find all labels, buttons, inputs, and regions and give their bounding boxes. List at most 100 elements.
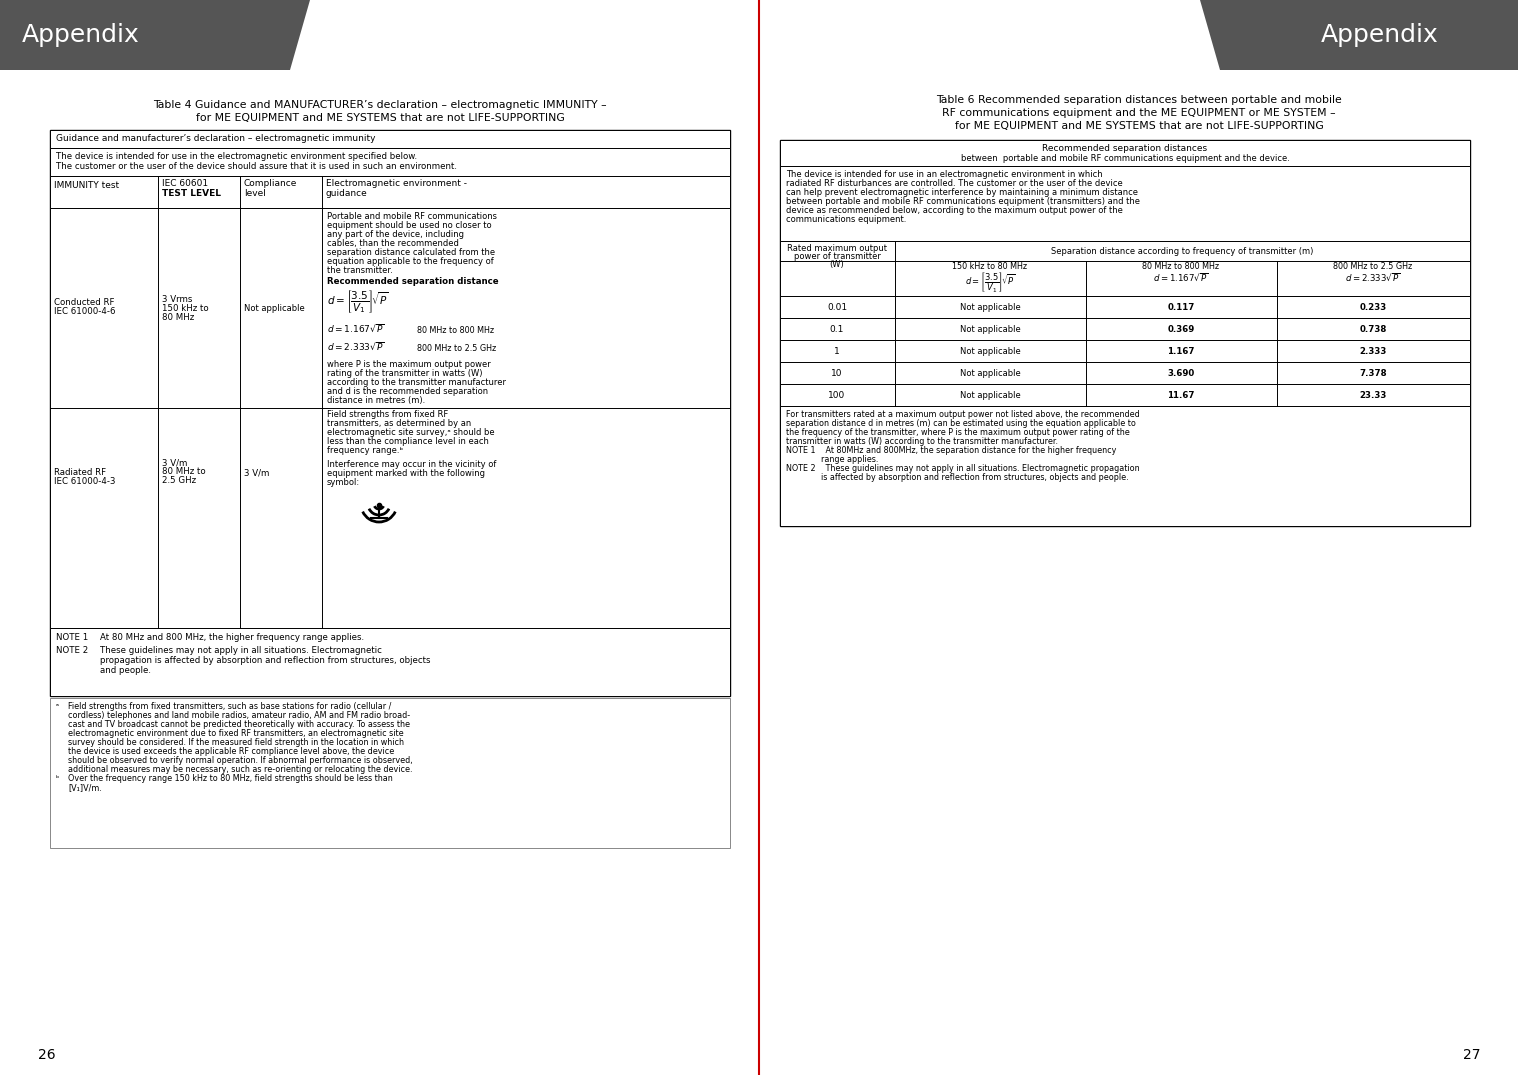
Text: Field strengths from fixed transmitters, such as base stations for radio (cellul: Field strengths from fixed transmitters,… [68, 702, 392, 711]
Text: Not applicable: Not applicable [959, 302, 1020, 312]
Text: Guidance and manufacturer’s declaration – electromagnetic immunity: Guidance and manufacturer’s declaration … [56, 134, 375, 143]
Polygon shape [1201, 0, 1518, 70]
Text: range applies.: range applies. [786, 455, 879, 464]
Text: equipment marked with the following: equipment marked with the following [326, 469, 484, 478]
Text: NOTE 2    These guidelines may not apply in all situations. Electromagnetic prop: NOTE 2 These guidelines may not apply in… [786, 464, 1140, 473]
Text: Over the frequency range 150 kHz to 80 MHz, field strengths should be less than: Over the frequency range 150 kHz to 80 M… [68, 774, 393, 783]
Text: less than the compliance level in each: less than the compliance level in each [326, 438, 489, 446]
Text: Separation distance according to frequency of transmitter (m): Separation distance according to frequen… [1050, 247, 1313, 256]
Bar [50, 207, 730, 628]
Text: $d = 1.167\sqrt{P}$: $d = 1.167\sqrt{P}$ [326, 322, 386, 333]
Text: according to the transmitter manufacturer: according to the transmitter manufacture… [326, 378, 505, 387]
Bar [50, 148, 730, 176]
Bar [780, 406, 1469, 526]
Text: ᵃ: ᵃ [56, 702, 59, 711]
Text: 1.167: 1.167 [1167, 346, 1195, 356]
Text: 80 MHz to 800 MHz: 80 MHz to 800 MHz [1143, 262, 1219, 271]
Bar [50, 698, 730, 848]
Text: IMMUNITY test: IMMUNITY test [55, 181, 118, 190]
Text: Radiated RF: Radiated RF [55, 468, 106, 477]
Text: between portable and mobile RF communications equipment (transmitters) and the: between portable and mobile RF communica… [786, 197, 1140, 206]
Text: should be observed to verify normal operation. If abnormal performance is observ: should be observed to verify normal oper… [68, 756, 413, 765]
Text: 3 Vrms: 3 Vrms [162, 295, 193, 304]
Text: NOTE 1: NOTE 1 [56, 633, 88, 642]
Text: communications equipment.: communications equipment. [786, 215, 906, 224]
Text: Recommended separation distance: Recommended separation distance [326, 277, 498, 286]
Polygon shape [0, 0, 310, 70]
Text: For transmitters rated at a maximum output power not listed above, the recommend: For transmitters rated at a maximum outp… [786, 410, 1140, 419]
Text: Appendix: Appendix [21, 23, 140, 47]
Text: Not applicable: Not applicable [959, 346, 1020, 356]
Text: the device is used exceeds the applicable RF compliance level above, the device: the device is used exceeds the applicabl… [68, 747, 395, 756]
Bar [780, 140, 1469, 526]
Text: These guidelines may not apply in all situations. Electromagnetic: These guidelines may not apply in all si… [100, 646, 383, 655]
Text: 23.33: 23.33 [1359, 390, 1386, 400]
Text: 80 MHz to 800 MHz: 80 MHz to 800 MHz [417, 326, 495, 335]
Text: propagation is affected by absorption and reflection from structures, objects: propagation is affected by absorption an… [100, 656, 431, 665]
Text: 0.738: 0.738 [1359, 325, 1386, 333]
Text: Table 6 Recommended separation distances between portable and mobile: Table 6 Recommended separation distances… [937, 95, 1342, 105]
Text: equipment should be used no closer to: equipment should be used no closer to [326, 221, 492, 230]
Text: $d = 1.167\sqrt{P}$: $d = 1.167\sqrt{P}$ [1154, 271, 1208, 283]
Text: 0.369: 0.369 [1167, 325, 1195, 333]
Text: Electromagnetic environment -: Electromagnetic environment - [326, 180, 468, 188]
Bar [780, 166, 1469, 241]
Text: Field strengths from fixed RF: Field strengths from fixed RF [326, 410, 448, 419]
Text: equation applicable to the frequency of: equation applicable to the frequency of [326, 257, 493, 266]
Text: where P is the maximum output power: where P is the maximum output power [326, 360, 490, 369]
Bar [50, 130, 730, 148]
Text: electromagnetic site survey,ᵃ should be: electromagnetic site survey,ᵃ should be [326, 428, 495, 438]
Text: guidance: guidance [326, 189, 367, 198]
Text: 27: 27 [1462, 1048, 1480, 1062]
Text: frequency range.ᵇ: frequency range.ᵇ [326, 446, 404, 455]
Text: $d = 2.333\sqrt{P}$: $d = 2.333\sqrt{P}$ [1345, 271, 1401, 283]
Text: (W): (W) [830, 260, 844, 269]
Text: and people.: and people. [100, 666, 150, 675]
Text: and d is the recommended separation: and d is the recommended separation [326, 387, 489, 396]
Text: Not applicable: Not applicable [959, 325, 1020, 333]
Text: 80 MHz to: 80 MHz to [162, 467, 205, 476]
Text: is affected by absorption and reflection from structures, objects and people.: is affected by absorption and reflection… [786, 473, 1128, 482]
Text: Not applicable: Not applicable [959, 369, 1020, 377]
Bar [50, 176, 730, 207]
Bar [780, 362, 1469, 384]
Text: rating of the transmitter in watts (W): rating of the transmitter in watts (W) [326, 369, 483, 378]
Text: symbol:: symbol: [326, 478, 360, 487]
Text: NOTE 2: NOTE 2 [56, 646, 88, 655]
Text: can help prevent electromagnetic interference by maintaining a minimum distance: can help prevent electromagnetic interfe… [786, 188, 1138, 197]
Text: Appendix: Appendix [1321, 23, 1439, 47]
Text: Interference may occur in the vicinity of: Interference may occur in the vicinity o… [326, 460, 496, 469]
Text: 80 MHz: 80 MHz [162, 313, 194, 322]
Text: The device is intended for use in the electromagnetic environment specified belo: The device is intended for use in the el… [56, 152, 417, 161]
Text: power of transmitter: power of transmitter [794, 252, 880, 261]
Text: $d = \left[\dfrac{3.5}{V_1}\right]\!\sqrt{P}$: $d = \left[\dfrac{3.5}{V_1}\right]\!\sqr… [326, 288, 389, 315]
Text: 2.333: 2.333 [1359, 346, 1386, 356]
Text: the frequency of the transmitter, where P is the maximum output power rating of : the frequency of the transmitter, where … [786, 428, 1129, 438]
Text: Compliance: Compliance [244, 180, 298, 188]
Text: between  portable and mobile RF communications equipment and the device.: between portable and mobile RF communica… [961, 154, 1289, 163]
Text: separation distance d in metres (m) can be estimated using the equation applicab: separation distance d in metres (m) can … [786, 419, 1135, 428]
Text: 7.378: 7.378 [1359, 369, 1387, 377]
Text: level: level [244, 189, 266, 198]
Text: 150 kHz to 80 MHz: 150 kHz to 80 MHz [952, 262, 1028, 271]
Text: Not applicable: Not applicable [244, 304, 305, 313]
Text: At 80 MHz and 800 MHz, the higher frequency range applies.: At 80 MHz and 800 MHz, the higher freque… [100, 633, 364, 642]
Text: 150 kHz to: 150 kHz to [162, 304, 208, 313]
Text: separation distance calculated from the: separation distance calculated from the [326, 248, 495, 257]
Text: cast and TV broadcast cannot be predicted theoretically with accuracy. To assess: cast and TV broadcast cannot be predicte… [68, 720, 410, 729]
Bar [780, 241, 1469, 296]
Text: 3.690: 3.690 [1167, 369, 1195, 377]
Text: Not applicable: Not applicable [959, 390, 1020, 400]
Text: IEC 60601: IEC 60601 [162, 180, 208, 188]
Text: 800 MHz to 2.5 GHz: 800 MHz to 2.5 GHz [417, 344, 496, 353]
Text: electromagnetic environment due to fixed RF transmitters, an electromagnetic sit: electromagnetic environment due to fixed… [68, 729, 404, 739]
Text: any part of the device, including: any part of the device, including [326, 230, 465, 239]
Text: IEC 61000-4-6: IEC 61000-4-6 [55, 307, 115, 316]
Text: NOTE 1    At 80MHz and 800MHz, the separation distance for the higher frequency: NOTE 1 At 80MHz and 800MHz, the separati… [786, 446, 1116, 455]
Text: radiated RF disturbances are controlled. The customer or the user of the device: radiated RF disturbances are controlled.… [786, 180, 1123, 188]
Text: 800 MHz to 2.5 GHz: 800 MHz to 2.5 GHz [1333, 262, 1413, 271]
Text: 0.117: 0.117 [1167, 302, 1195, 312]
Bar [780, 384, 1469, 406]
Text: for ME EQUIPMENT and ME SYSTEMS that are not LIFE-SUPPORTING: for ME EQUIPMENT and ME SYSTEMS that are… [196, 113, 565, 123]
Text: ᵇ: ᵇ [56, 774, 59, 783]
